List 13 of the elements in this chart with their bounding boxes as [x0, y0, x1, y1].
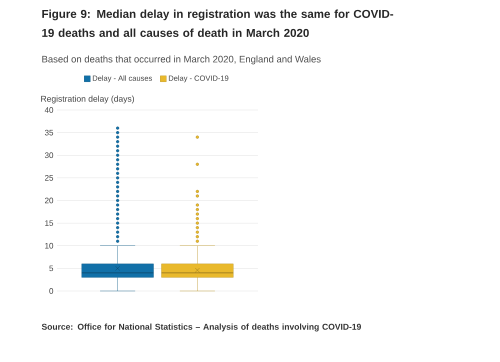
chart-title: Figure 9: Median delay in registration was the same for COVID-19 deaths and all causes of death in March 2020: [42, 10, 394, 37]
y-tick-label: 5: [49, 266, 54, 272]
y-tick-label: 20: [44, 198, 54, 204]
source-note: Source: Office for National Statistics – Analysis of deaths involving COVID-19: [42, 324, 361, 332]
y-tick-label: 25: [44, 175, 54, 181]
y-axis-title: Registration delay (days): [41, 96, 134, 104]
y-tick-label: 30: [44, 152, 54, 158]
chart-subtitle: Based on deaths that occurred in March 2020, England and Wales: [42, 56, 321, 64]
y-tick-label: 40: [44, 107, 54, 113]
y-tick-label: 15: [45, 220, 54, 226]
y-tick-label: 35: [44, 130, 54, 136]
y-tick-label: 0: [49, 288, 54, 294]
y-tick-label: 10: [45, 242, 54, 249]
